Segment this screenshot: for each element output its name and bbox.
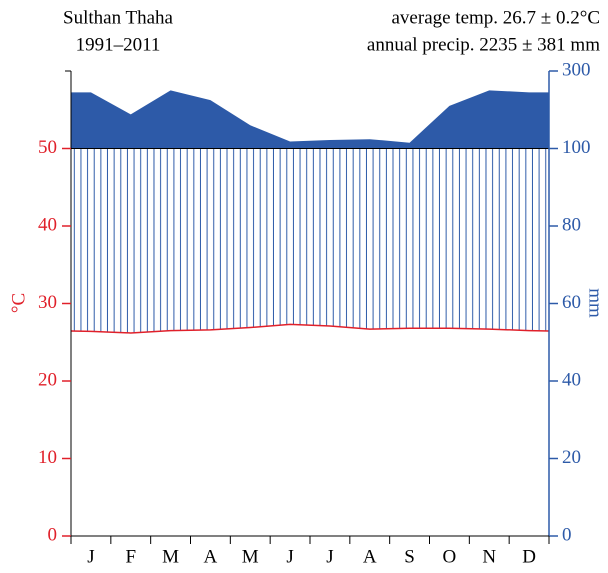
x-tick-label: D bbox=[522, 546, 536, 567]
y2-tick-label: 300 bbox=[562, 59, 591, 80]
annotation: annual precip. 2235 ± 381 mm bbox=[367, 34, 600, 55]
y2-axis-label: mm bbox=[585, 288, 606, 318]
x-tick-label: O bbox=[443, 546, 457, 567]
x-tick-label: J bbox=[87, 546, 94, 567]
x-tick-label: N bbox=[482, 546, 496, 567]
x-tick-label: M bbox=[162, 546, 179, 567]
y-tick-label: 50 bbox=[38, 137, 57, 158]
temp-line bbox=[70, 323, 550, 334]
x-tick-label: M bbox=[242, 546, 259, 567]
y2-tick-label: 100 bbox=[562, 137, 591, 158]
y-tick-label: 10 bbox=[38, 447, 57, 468]
x-tick-label: A bbox=[204, 546, 218, 567]
annotation: average temp. 26.7 ± 0.2°C bbox=[392, 7, 601, 28]
y-tick-label: 30 bbox=[38, 292, 57, 313]
y2-tick-label: 0 bbox=[562, 524, 572, 545]
y-axis-label: °C bbox=[8, 293, 29, 313]
y-tick-label: 40 bbox=[38, 214, 57, 235]
x-tick-label: A bbox=[363, 546, 377, 567]
x-tick-label: F bbox=[125, 546, 136, 567]
humid-hatch bbox=[71, 148, 549, 333]
chart-subtitle: 1991–2011 bbox=[76, 34, 161, 55]
y2-tick-label: 60 bbox=[562, 292, 581, 313]
y2-tick-label: 40 bbox=[562, 369, 581, 390]
y2-tick-label: 80 bbox=[562, 214, 581, 235]
y2-tick-label: 20 bbox=[562, 447, 581, 468]
chart-title: Sulthan Thaha bbox=[63, 7, 174, 28]
x-tick-label: S bbox=[404, 546, 415, 567]
x-tick-label: J bbox=[286, 546, 293, 567]
x-tick-label: J bbox=[326, 546, 333, 567]
y-tick-label: 0 bbox=[48, 524, 58, 545]
precip-area bbox=[71, 90, 549, 149]
y-tick-label: 20 bbox=[38, 369, 57, 390]
